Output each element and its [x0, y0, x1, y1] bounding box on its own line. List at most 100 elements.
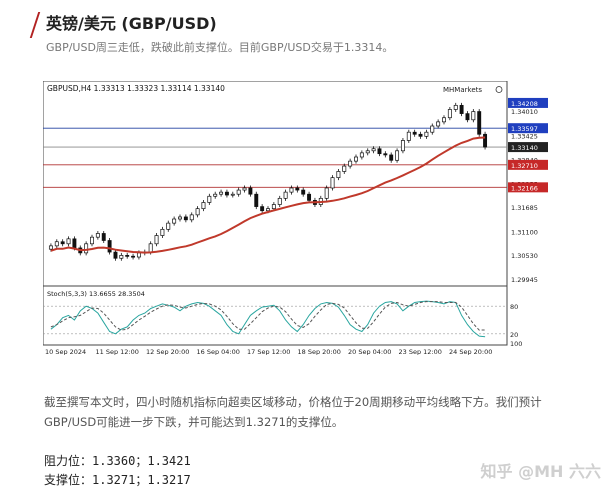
candle: [242, 187, 247, 191]
candle: [330, 177, 335, 189]
candle: [283, 191, 288, 199]
price-tag: [508, 123, 548, 134]
brand-label: MHMarkets: [443, 86, 482, 94]
candle: [371, 148, 376, 152]
chart-frame: [42, 80, 508, 346]
moving-average-line: [50, 136, 486, 254]
candle: [307, 193, 312, 201]
candle: [230, 193, 235, 196]
candle: [459, 104, 464, 114]
x-tick-label: 10 Sep 2024: [45, 348, 86, 355]
y-tick-label: 1.34010: [511, 108, 538, 116]
candle: [166, 222, 171, 230]
x-tick-label: 24 Sep 20:00: [449, 348, 492, 355]
candle: [95, 233, 100, 238]
watermark: 知乎 @MH 六六: [480, 462, 601, 481]
candle: [354, 156, 358, 162]
y-tick-label: 1.31100: [511, 228, 538, 236]
y-tick-label: 1.30530: [511, 252, 538, 260]
candle: [90, 236, 94, 245]
candle: [277, 197, 282, 205]
x-tick-label: 23 Sep 12:00: [399, 348, 442, 355]
candle: [412, 131, 417, 135]
analysis-text: 截至撰写本文时，四小时随机指标向超卖区域移动，价格位于20周期移动平均线略下方。…: [44, 395, 542, 429]
candle: [301, 189, 306, 195]
candle: [295, 187, 300, 191]
levels-block: 阻力位：1.3360；1.3421 支撑位：1.3271；1.3217: [44, 452, 191, 490]
stoch-k-line: [50, 300, 486, 338]
candle: [119, 255, 124, 259]
candle: [66, 238, 71, 245]
candle: [424, 131, 429, 137]
candle: [365, 150, 370, 154]
support-levels: 支撑位：1.3271；1.3217: [44, 473, 191, 487]
resistance-levels: 阻力位：1.3360；1.3421: [44, 454, 191, 468]
candle: [406, 131, 411, 141]
title-accent-bar: [29, 12, 41, 38]
candle: [224, 191, 229, 196]
x-tick-label: 16 Sep 04:00: [197, 348, 240, 355]
smiley-icon: [495, 86, 503, 93]
candle: [113, 251, 118, 259]
candle: [483, 133, 488, 148]
candle: [324, 187, 329, 199]
candle: [271, 204, 276, 210]
candle: [383, 153, 388, 156]
price-tag: [508, 159, 548, 170]
stoch-d-line: [50, 301, 486, 331]
candle: [207, 195, 212, 203]
y-tick-label: 1.29945: [511, 276, 538, 284]
x-tick-label: 11 Sep 12:00: [96, 348, 139, 355]
page-subtitle: GBP/USD周三走低，跌破此前支撑位。目前GBP/USD交易于1.3314。: [46, 41, 394, 54]
candle: [148, 243, 153, 253]
candle: [154, 235, 159, 245]
candle: [430, 125, 435, 133]
candle: [172, 218, 177, 224]
candle: [436, 121, 441, 127]
candle: [60, 241, 65, 245]
stoch-tick-label: 20: [510, 331, 518, 339]
candle: [260, 206, 265, 212]
candle: [418, 133, 423, 137]
price-tag-label: 1.32710: [511, 162, 538, 170]
candle: [400, 140, 405, 152]
candle: [101, 233, 106, 241]
x-tick-label: 17 Sep 12:00: [247, 348, 290, 355]
candle: [348, 160, 353, 167]
price-tag-label: 1.32166: [511, 184, 538, 192]
y-tick-label: 1.31685: [511, 204, 538, 212]
x-tick-label: 20 Sep 04:00: [348, 348, 391, 355]
candle: [336, 171, 341, 179]
candle: [389, 154, 394, 161]
candle: [342, 165, 347, 172]
candle: [289, 187, 294, 193]
candle: [183, 216, 188, 221]
candle: [195, 208, 200, 216]
candle: [377, 148, 382, 155]
price-tag-label: 1.33597: [511, 125, 538, 133]
x-tick-label: 12 Sep 20:00: [146, 348, 189, 355]
candle: [219, 191, 224, 195]
candle: [442, 117, 446, 123]
candle: [213, 193, 218, 197]
price-tag-label: 1.33140: [511, 144, 538, 152]
y-tick-label: 1.33425: [511, 132, 538, 140]
candle: [471, 111, 476, 121]
candle: [84, 243, 89, 254]
page-title: 英镑/美元 (GBP/USD): [46, 14, 217, 33]
candle: [189, 214, 194, 221]
candle: [447, 109, 452, 119]
price-tag-label: 1.34208: [511, 100, 538, 108]
stoch-label: Stoch(5,3,3) 13.6655 28.3504: [47, 290, 145, 298]
candle: [266, 208, 270, 212]
candle: [125, 255, 130, 257]
candle: [254, 193, 259, 207]
candle: [248, 187, 253, 195]
candle: [160, 228, 165, 236]
candle: [136, 252, 141, 258]
candle: [201, 202, 206, 210]
price-tag: [508, 142, 548, 153]
candle: [359, 152, 364, 158]
stoch-tick-label: 80: [510, 303, 518, 311]
